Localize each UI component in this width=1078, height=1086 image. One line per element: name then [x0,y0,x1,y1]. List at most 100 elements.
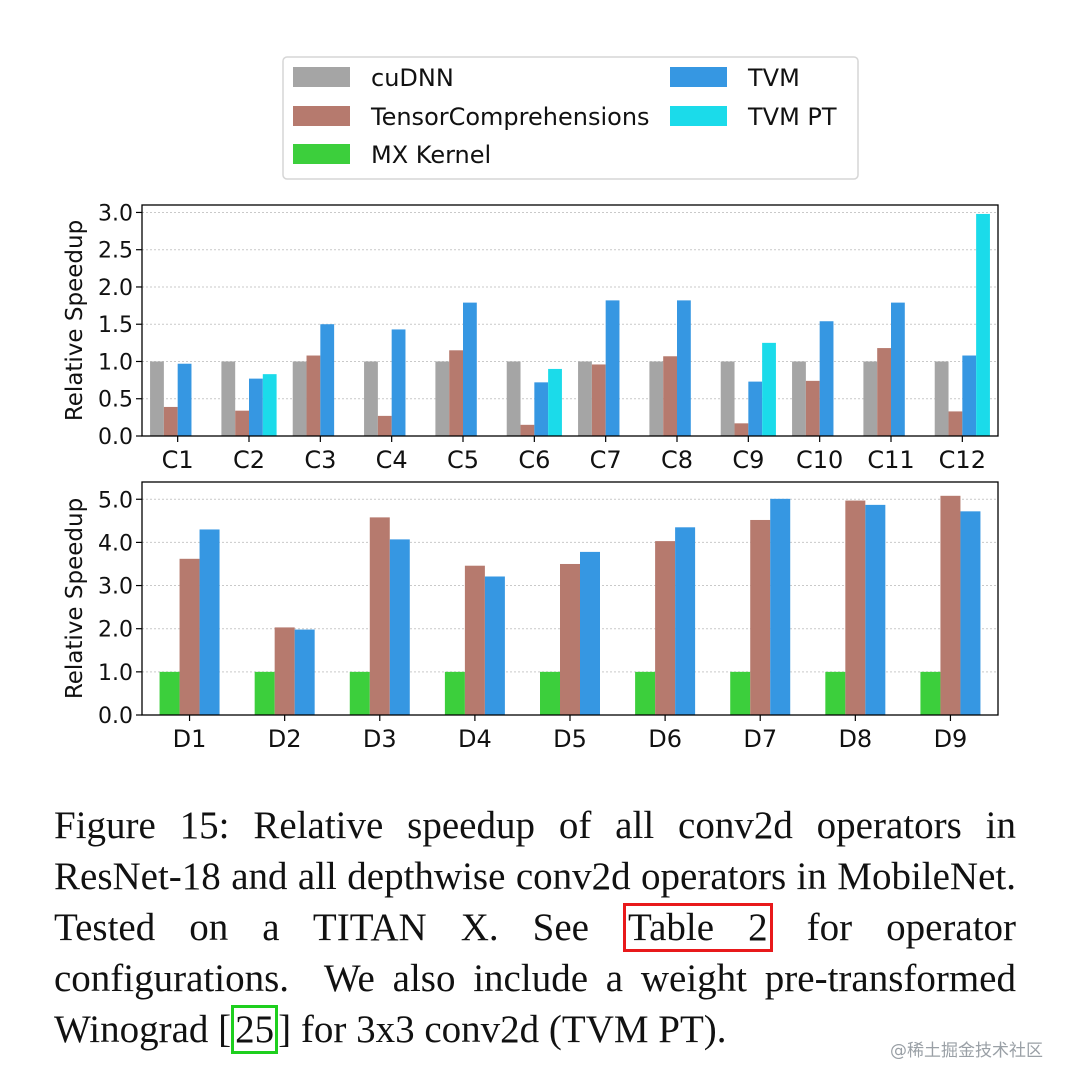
y-tick-label: 3.0 [98,575,133,600]
y-tick-label: 1.0 [98,661,133,686]
legend-label: TVM PT [747,103,837,131]
bar [962,355,977,436]
bar [605,300,620,436]
y-tick-label: 0.5 [98,388,133,413]
y-tick-label: 2.5 [98,239,133,264]
bar [506,361,521,436]
legend-swatch [670,106,727,126]
y-tick-label: 2.0 [98,618,133,643]
x-tick-label: C10 [796,446,843,474]
bar [762,342,776,436]
bar [675,527,696,715]
legend-swatch [293,144,350,164]
bar [792,361,806,436]
bar [349,671,370,715]
bar [377,415,392,436]
bar [484,576,505,715]
bar [845,500,866,715]
axes-frame [141,204,999,437]
bar [825,671,846,715]
legend-frame [282,56,859,180]
x-tick-label: C12 [939,446,986,474]
bar [150,361,164,436]
bar [578,361,592,436]
bar [534,382,549,436]
bar [249,378,263,436]
bar [463,302,477,436]
legend-swatch [670,67,727,87]
bar [655,541,676,715]
bar [934,361,949,436]
bar [548,368,562,436]
bar [976,213,990,436]
legend: cuDNN TensorComprehensions MX Kernel TVM TVM… [282,56,859,180]
caption-text-1: Figure 15: Relative speedup of all conv2… [54,804,1036,949]
bar [560,563,580,715]
bar [274,627,295,715]
bar [163,406,178,436]
bar [750,519,771,715]
legend-swatch [293,106,350,126]
legend-label: cuDNN [371,64,454,92]
x-tick-label: C9 [732,446,764,474]
caption-text-2: for operator configurations. We also inc… [54,906,1026,1051]
watermark: @稀土掘金技术社区 [890,1041,1043,1061]
bar [364,361,378,436]
bar [449,350,463,436]
bar [677,300,691,436]
legend-label: TensorComprehensions [370,103,650,131]
bar [580,551,600,715]
bar [235,410,249,436]
x-tick-label: D4 [458,725,492,753]
axes-frame [141,481,999,716]
bar [464,565,485,715]
bar [369,517,390,715]
y-tick-label: 5.0 [98,488,133,513]
bar [389,539,410,715]
x-tick-label: C6 [518,446,550,474]
citation-link[interactable]: 25 [231,1005,279,1054]
x-tick-label: D6 [648,725,682,753]
bar [770,498,791,715]
y-tick-label: 0.0 [98,704,133,729]
bar [262,374,277,436]
bar [734,423,749,436]
y-tick-label: 3.0 [98,201,133,226]
bar [960,511,981,715]
x-tick-label: C1 [162,446,194,474]
bar [294,629,315,715]
x-tick-label: D8 [838,725,872,753]
x-tick-label: C3 [304,446,336,474]
table-reference-link[interactable]: Table 2 [623,903,773,952]
bar [540,671,560,715]
bar [179,558,200,715]
bar [819,321,834,436]
bar [863,361,878,436]
x-tick-label: C5 [447,446,479,474]
y-tick-label: 0.0 [98,425,133,450]
bar [444,671,465,715]
legend-label: TVM [747,64,800,92]
bar [730,671,751,715]
bar [591,364,606,436]
x-tick-label: D7 [743,725,777,753]
bar [520,424,535,436]
bar [254,671,275,715]
chart-top: 0.0 0.5 1.0 1.5 2.0 2.5 3.0 C1 C2 C3 C4 C5 C6 C7 C8 C9 C… [62,201,999,474]
y-tick-label: 1.5 [98,313,133,338]
x-tick-label: C11 [867,446,914,474]
bar [649,361,664,436]
y-tick-label: 2.0 [98,276,133,301]
bar [720,361,735,436]
bar [865,504,886,715]
y-tick-label: 4.0 [98,531,133,556]
y-tick-label: 1.0 [98,350,133,375]
chart-bottom: 0.0 1.0 2.0 3.0 4.0 5.0 D1 D2 D3 D4 D5 D6 D7 D8 D9 Rela… [62,481,999,753]
bar [663,356,677,436]
bar [805,380,820,436]
figure-caption: Figure 15: Relative speedup of all conv2… [54,800,1016,1055]
bar [320,324,335,436]
x-tick-label: D5 [553,725,587,753]
legend-swatch [293,67,350,87]
bar [435,361,450,436]
